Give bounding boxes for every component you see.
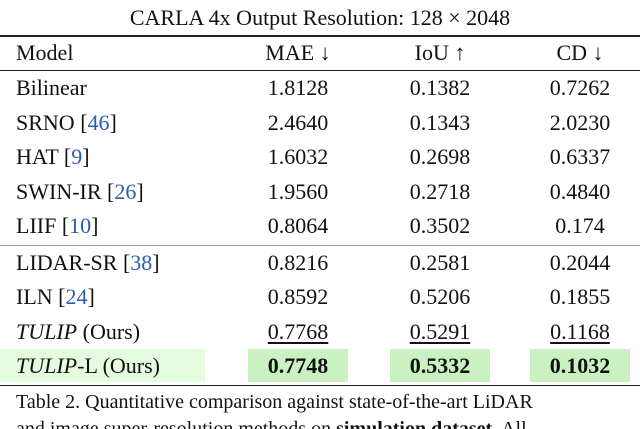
model-name: SWIN-IR [26] (16, 175, 144, 209)
value-cell: 0.4840 (549, 178, 611, 204)
caption-label: Table 2. (16, 390, 81, 413)
value-cell: 0.5206 (409, 284, 471, 309)
value-cell: 0.1343 (409, 109, 471, 135)
value-cell: 2.0230 (549, 109, 611, 135)
value-cell: 0.2718 (409, 178, 471, 204)
model-text: LIDAR-SR (16, 249, 123, 275)
cell-highlight (390, 349, 490, 382)
caption-text: Quantitative comparison against state-of… (85, 390, 533, 413)
rule (0, 384, 640, 386)
citation: [24] (58, 284, 95, 309)
model-text: Bilinear (16, 75, 87, 100)
header-cell: IoU ↑ (414, 40, 466, 65)
value-cell: 0.6337 (549, 144, 611, 169)
value-cell: 0.7262 (549, 75, 611, 100)
citation: [46] (80, 109, 117, 135)
value-cell: 0.8064 (267, 213, 329, 238)
model-text: SRNO (16, 109, 81, 135)
model-name: SRNO [46] (16, 106, 117, 140)
caption-bold: simulation dataset (336, 417, 493, 429)
header-cell: CD ↓ (556, 40, 604, 65)
citation: [10] (61, 213, 99, 238)
rule (0, 244, 640, 246)
value-cell: 1.8128 (267, 75, 329, 100)
model-text: SWIN-IR (16, 178, 108, 204)
model-name: TULIP (Ours) (16, 315, 140, 349)
model-text: -L (Ours) (77, 353, 161, 378)
model-name: LIIF [10] (16, 209, 98, 243)
model-name: HAT [9] (16, 140, 90, 174)
caption-line: Table 2. Quantitative comparison against… (16, 389, 533, 416)
value-cell: 0.8592 (267, 284, 329, 309)
value-cell: 1.9560 (267, 178, 329, 204)
header-cell: MAE ↓ (265, 40, 331, 65)
table-title: CARLA 4x Output Resolution: 128 × 2048 (129, 5, 511, 30)
model-italic: TULIP (16, 353, 78, 378)
caption-text: and image super-resolution methods on (16, 417, 337, 429)
model-name: LIDAR-SR [38] (16, 246, 160, 280)
model-name: ILN [24] (16, 280, 95, 314)
caption: Table 2. Quantitative comparison against… (16, 389, 533, 429)
value-cell: 0.3502 (409, 213, 471, 238)
model-text: (Ours) (77, 318, 141, 344)
value-cell: 0.2044 (549, 249, 611, 275)
value-cell: 0.7748 (267, 353, 329, 378)
model-text: ILN (16, 284, 59, 309)
value-cell: 0.5332 (409, 353, 471, 378)
value-cell: 0.7768 (267, 318, 329, 344)
citation: [38] (122, 249, 160, 275)
value-cell: 0.2698 (409, 144, 471, 169)
value-cell: 0.1168 (550, 318, 610, 344)
model-italic: TULIP (16, 318, 78, 344)
value-cell: 0.174 (555, 213, 605, 238)
caption-line: and image super-resolution methods on si… (16, 416, 533, 429)
value-cell: 0.5291 (409, 318, 471, 344)
caption-text: . All (492, 417, 527, 429)
rule (0, 70, 640, 71)
value-cell: 0.1382 (409, 75, 471, 100)
value-cell: 0.2581 (409, 249, 471, 275)
model-name: Bilinear (16, 71, 87, 105)
value-cell: 0.8216 (267, 249, 329, 275)
model-text: LIIF (16, 213, 62, 238)
value-cell: 1.6032 (267, 144, 329, 169)
value-cell: 2.4640 (267, 109, 329, 135)
model-name: TULIP-L (Ours) (16, 349, 160, 383)
model-text: HAT (16, 144, 64, 169)
value-cell: 0.1032 (549, 353, 611, 378)
cell-highlight (248, 349, 348, 382)
value-cell: 0.1855 (549, 284, 611, 309)
citation: [9] (63, 144, 90, 169)
row-highlight (0, 349, 205, 382)
cell-highlight (530, 349, 630, 382)
rule (0, 35, 640, 37)
citation: [26] (107, 178, 144, 204)
header-cell: Model (16, 40, 74, 65)
